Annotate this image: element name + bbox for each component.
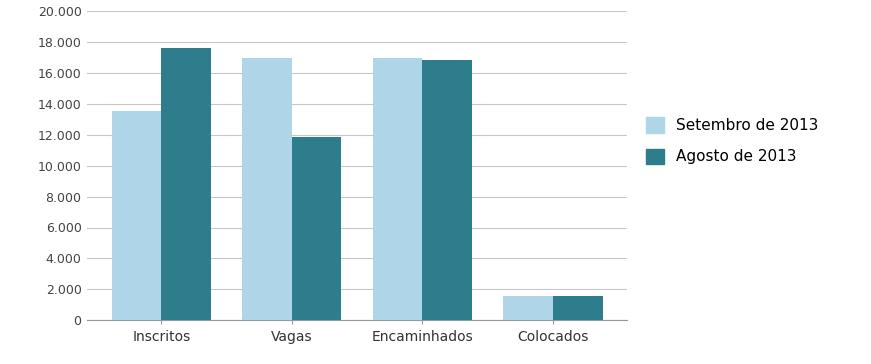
Bar bbox=[503, 296, 553, 320]
Bar bbox=[373, 58, 422, 320]
Bar bbox=[292, 138, 341, 320]
Bar bbox=[111, 111, 161, 320]
Bar bbox=[242, 58, 292, 320]
Bar bbox=[553, 296, 603, 320]
Legend: Setembro de 2013, Agosto de 2013: Setembro de 2013, Agosto de 2013 bbox=[645, 117, 819, 165]
Bar bbox=[161, 48, 211, 320]
Bar bbox=[422, 60, 472, 320]
